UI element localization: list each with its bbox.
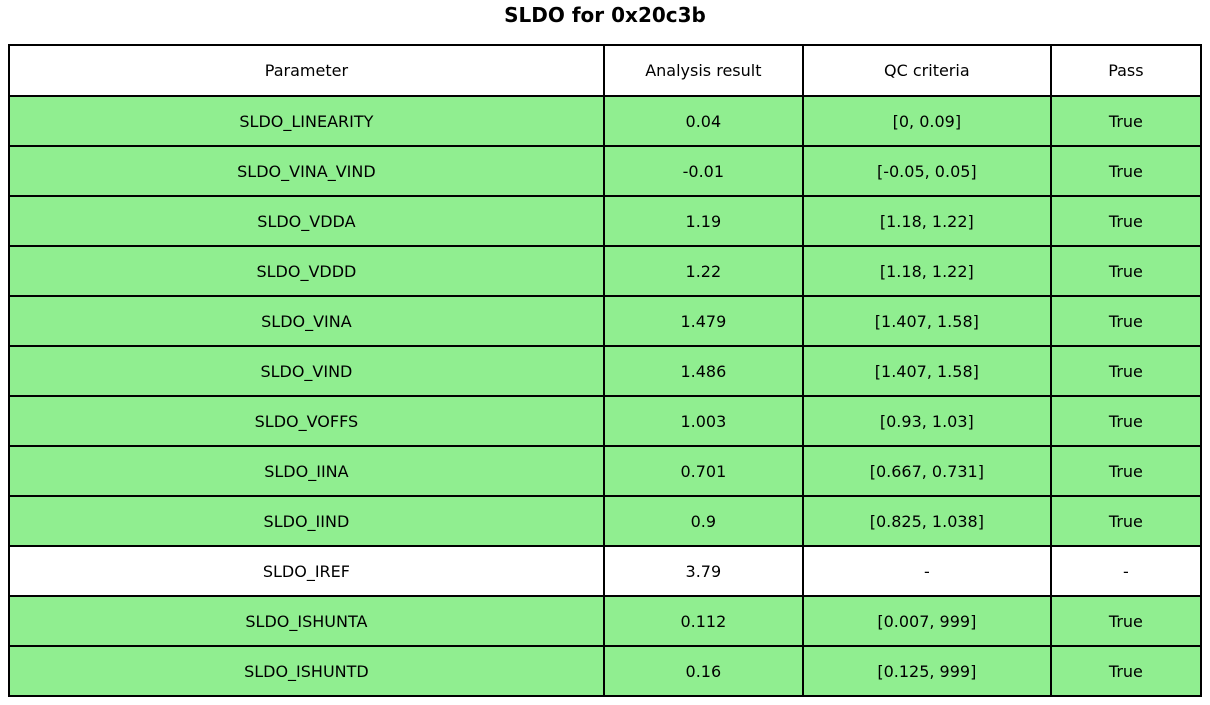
parameter-cell: SLDO_IREF	[8, 545, 605, 597]
pass-cell: True	[1049, 295, 1203, 347]
pass-cell: True	[1049, 145, 1203, 197]
qc-criteria-cell: -	[801, 545, 1052, 597]
parameter-cell: SLDO_VIND	[8, 345, 605, 397]
parameter-cell: SLDO_LINEARITY	[8, 95, 605, 147]
qc-criteria-cell: [1.407, 1.58]	[801, 345, 1052, 397]
pass-cell: True	[1049, 445, 1203, 497]
pass-cell: True	[1049, 245, 1203, 297]
parameter-cell: SLDO_VDDA	[8, 195, 605, 247]
qc-criteria-cell: [0.667, 0.731]	[801, 445, 1052, 497]
table-row: SLDO_VDDD 1.22 [1.18, 1.22] True	[8, 245, 1203, 297]
analysis-result-cell: 1.22	[602, 245, 804, 297]
table-row: SLDO_IINA 0.701 [0.667, 0.731] True	[8, 445, 1203, 497]
pass-cell: True	[1049, 345, 1203, 397]
analysis-result-cell: 0.701	[602, 445, 804, 497]
pass-cell: True	[1049, 645, 1203, 697]
analysis-result-cell: -0.01	[602, 145, 804, 197]
qc-criteria-cell: [1.18, 1.22]	[801, 195, 1052, 247]
col-header-qc-criteria: QC criteria	[801, 44, 1052, 97]
qc-criteria-cell: [1.407, 1.58]	[801, 295, 1052, 347]
analysis-result-cell: 3.79	[602, 545, 804, 597]
analysis-result-cell: 1.479	[602, 295, 804, 347]
analysis-result-cell: 0.04	[602, 95, 804, 147]
qc-criteria-cell: [1.18, 1.22]	[801, 245, 1052, 297]
qc-criteria-cell: [0.825, 1.038]	[801, 495, 1052, 547]
table-row: SLDO_ISHUNTA 0.112 [0.007, 999] True	[8, 595, 1203, 647]
table-row: SLDO_ISHUNTD 0.16 [0.125, 999] True	[8, 645, 1203, 697]
parameter-cell: SLDO_VOFFS	[8, 395, 605, 447]
parameter-cell: SLDO_ISHUNTA	[8, 595, 605, 647]
analysis-result-cell: 0.16	[602, 645, 804, 697]
table-row: SLDO_VIND 1.486 [1.407, 1.58] True	[8, 345, 1203, 397]
pass-cell: True	[1049, 395, 1203, 447]
table-row: SLDO_VINA_VIND -0.01 [-0.05, 0.05] True	[8, 145, 1203, 197]
qc-criteria-cell: [0.125, 999]	[801, 645, 1052, 697]
pass-cell: True	[1049, 495, 1203, 547]
parameter-cell: SLDO_VINA_VIND	[8, 145, 605, 197]
pass-cell: True	[1049, 195, 1203, 247]
qc-criteria-cell: [0.007, 999]	[801, 595, 1052, 647]
analysis-result-cell: 1.003	[602, 395, 804, 447]
analysis-result-cell: 0.9	[602, 495, 804, 547]
col-header-pass: Pass	[1049, 44, 1203, 97]
pass-cell: -	[1049, 545, 1203, 597]
table-row: SLDO_IREF 3.79- -	[8, 545, 1203, 597]
qc-criteria-cell: [0.93, 1.03]	[801, 395, 1052, 447]
table-row: SLDO_VOFFS 1.003 [0.93, 1.03] True	[8, 395, 1203, 447]
col-header-parameter: Parameter	[8, 44, 605, 97]
col-header-analysis-result: Analysis result	[602, 44, 804, 97]
parameter-cell: SLDO_IINA	[8, 445, 605, 497]
header-row: Parameter Analysis result QC criteria Pa…	[8, 44, 1203, 97]
pass-cell: True	[1049, 95, 1203, 147]
table-row: SLDO_LINEARITY 0.04 [0, 0.09] True	[8, 95, 1203, 147]
pass-cell: True	[1049, 595, 1203, 647]
analysis-result-cell: 0.112	[602, 595, 804, 647]
parameter-cell: SLDO_VINA	[8, 295, 605, 347]
parameter-cell: SLDO_VDDD	[8, 245, 605, 297]
qc-criteria-cell: [0, 0.09]	[801, 95, 1052, 147]
table-row: SLDO_VDDA 1.19 [1.18, 1.22] True	[8, 195, 1203, 247]
parameter-cell: SLDO_ISHUNTD	[8, 645, 605, 697]
table-row: SLDO_IIND 0.9 [0.825, 1.038] True	[8, 495, 1203, 547]
table-row: SLDO_VINA 1.479 [1.407, 1.58] True	[8, 295, 1203, 347]
page-title: SLDO for 0x20c3b	[504, 3, 706, 27]
qc-results-table: Parameter Analysis result QC criteria Pa…	[8, 44, 1203, 697]
qc-criteria-cell: [-0.05, 0.05]	[801, 145, 1052, 197]
parameter-cell: SLDO_IIND	[8, 495, 605, 547]
table-body: SLDO_LINEARITY 0.04 [0, 0.09] True SLDO_VINA…	[8, 95, 1203, 697]
analysis-result-cell: 1.486	[602, 345, 804, 397]
analysis-result-cell: 1.19	[602, 195, 804, 247]
